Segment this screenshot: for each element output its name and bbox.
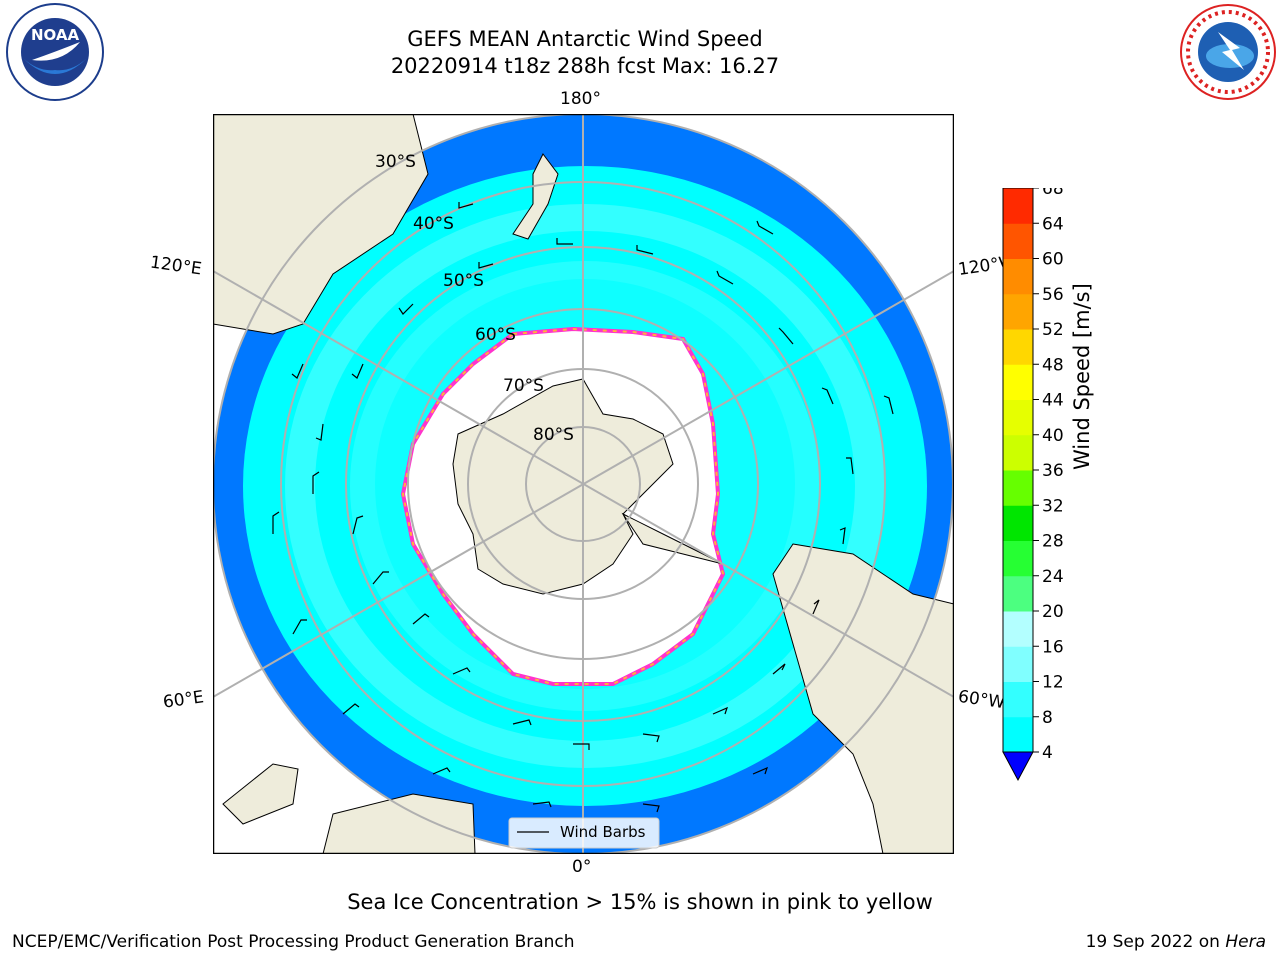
producer-credit: NCEP/EMC/Verification Post Processing Pr… (12, 932, 575, 952)
colorbar-tick-label: 36 (1042, 461, 1064, 481)
colorbar-tick-label: 68 (1042, 188, 1064, 199)
colorbar-tick-label: 60 (1042, 250, 1064, 270)
colorbar-band (1003, 364, 1033, 400)
lat-label-50s: 50°S (443, 271, 484, 291)
colorbar-band (1003, 293, 1033, 330)
colorbar-band (1003, 716, 1033, 753)
colorbar-tick-label: 56 (1042, 285, 1064, 305)
wind-barbs (272, 202, 894, 813)
colorbar-extend-arrow (1002, 751, 1034, 782)
colorbar-band (1003, 434, 1033, 471)
lat-label-80s: 80°S (533, 425, 574, 445)
colorbar-tick-label: 28 (1042, 532, 1064, 552)
map-legend: Wind Barbs (508, 817, 660, 849)
antarctica-land (452, 378, 674, 595)
noaa-logo: NOAA (6, 3, 104, 101)
chart-title: GEFS MEAN Antarctic Wind Speed (407, 27, 763, 51)
colorbar-band (1003, 399, 1033, 436)
noaa-logo-text: NOAA (31, 26, 80, 44)
legend-label: Wind Barbs (560, 823, 646, 841)
colorbar-band (1003, 505, 1033, 541)
nws-logo (1180, 4, 1276, 100)
lon-label-180: 180° (560, 89, 601, 109)
date-text: 19 Sep 2022 on (1085, 932, 1226, 952)
colorbar-band (1003, 611, 1033, 647)
colorbar-tick-label: 12 (1042, 673, 1064, 693)
colorbar-band (1003, 575, 1033, 612)
lat-label-40s: 40°S (413, 214, 454, 234)
lat-label-70s: 70°S (503, 376, 544, 396)
lon-label-120e: 120°E (148, 252, 203, 280)
colorbar-band (1003, 188, 1033, 224)
lon-label-60w: 60°W (956, 686, 1007, 714)
colorbar-tick-label: 20 (1042, 602, 1064, 622)
colorbar-tick-label: 16 (1042, 637, 1064, 657)
lat-label-60s: 60°S (475, 325, 516, 345)
colorbar-tick-label: 44 (1042, 391, 1064, 411)
colorbar-tick-label: 8 (1042, 708, 1053, 728)
colorbar-tick-label: 24 (1042, 567, 1064, 587)
host-name: Hera (1225, 932, 1266, 952)
colorbar-band (1003, 646, 1033, 682)
date-credit: 19 Sep 2022 on Hera (1086, 932, 1266, 952)
sea-ice-note: Sea Ice Concentration > 15% is shown in … (347, 890, 933, 914)
lon-label-60e: 60°E (161, 687, 206, 713)
colorbar-tick-label: 48 (1042, 355, 1064, 375)
colorbar-tick-label: 32 (1042, 496, 1064, 516)
madagascar-land (222, 763, 299, 825)
chart-subtitle: 20220914 t18z 288h fcst Max: 16.27 (390, 54, 780, 78)
colorbar-band (1003, 223, 1033, 259)
colorbar-title: Wind Speed [m/s] (1070, 283, 1094, 470)
colorbar-band (1003, 329, 1033, 365)
antarctic-map: 30°S 40°S 50°S 60°S 70°S 80°S Wind Barbs (213, 114, 954, 854)
colorbar-tick-label: 4 (1042, 743, 1053, 763)
lat-label-30s: 30°S (375, 152, 416, 172)
lon-label-0: 0° (572, 857, 592, 877)
colorbar-tick-label: 40 (1042, 426, 1064, 446)
colorbar-tick-label: 52 (1042, 320, 1064, 340)
colorbar-band (1003, 681, 1033, 718)
colorbar-band (1003, 540, 1033, 577)
colorbar-tick-label: 64 (1042, 214, 1064, 234)
colorbar-band (1003, 470, 1033, 506)
colorbar-band (1003, 258, 1033, 295)
